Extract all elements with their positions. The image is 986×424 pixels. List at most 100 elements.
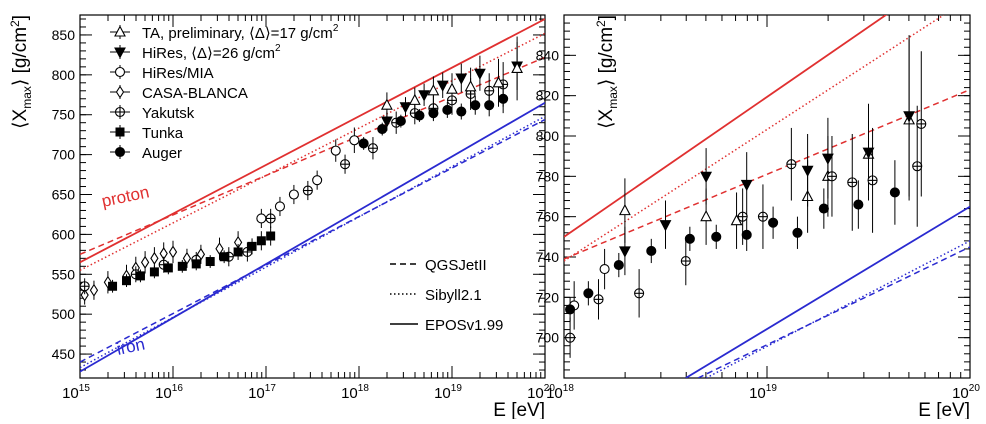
auger-point bbox=[613, 260, 624, 271]
tunka-point bbox=[191, 259, 201, 269]
series-ta bbox=[380, 36, 524, 118]
iron-dotted-line bbox=[705, 240, 970, 378]
hiresmia-point bbox=[312, 175, 323, 186]
y-tick-label: 650 bbox=[52, 187, 76, 203]
x-tick-label: 1020 bbox=[952, 383, 980, 402]
ta-point bbox=[618, 203, 631, 216]
ta-point bbox=[700, 209, 713, 222]
model-legend-label-dashed: QGSJetII bbox=[425, 257, 487, 274]
casa-point bbox=[168, 245, 178, 259]
y-tick-label: 750 bbox=[52, 107, 76, 123]
proton-dotted-line bbox=[564, 15, 945, 262]
x-tick-label: 1019 bbox=[749, 383, 777, 402]
hires-point bbox=[801, 165, 814, 177]
auger-point bbox=[428, 108, 439, 119]
auger-point bbox=[646, 245, 657, 256]
series-yakutsk bbox=[565, 51, 927, 358]
hires-point bbox=[418, 90, 431, 102]
data-points bbox=[565, 35, 927, 358]
ta-point bbox=[511, 61, 524, 74]
hires-point bbox=[700, 171, 713, 184]
auger-point bbox=[358, 138, 369, 149]
y-tick-label: 700 bbox=[52, 147, 76, 163]
casa-point bbox=[150, 251, 159, 265]
y-tick-label: 800 bbox=[52, 67, 76, 83]
model-legend: QGSJetII Sibyll2.1 EPOSv1.99 bbox=[390, 257, 503, 334]
auger-point bbox=[395, 116, 406, 127]
hiresmia-point bbox=[599, 264, 610, 275]
yakutsk-point bbox=[737, 211, 748, 222]
model-legend-label-solid: EPOSv1.99 bbox=[425, 317, 503, 334]
auger-point bbox=[377, 124, 388, 135]
yakutsk-point bbox=[867, 175, 878, 186]
x-tick-label: 1015 bbox=[62, 383, 90, 402]
model-lines bbox=[80, 18, 545, 373]
data-points bbox=[80, 36, 524, 305]
legend-marker-tunka bbox=[115, 127, 125, 137]
ta-point bbox=[408, 93, 421, 105]
hires-point bbox=[740, 179, 753, 192]
y-tick-label: 550 bbox=[52, 266, 76, 282]
auger-point bbox=[583, 288, 594, 299]
proton-solid-line bbox=[564, 15, 888, 238]
auger-point bbox=[470, 100, 481, 111]
series-auger bbox=[358, 84, 509, 150]
casa-point bbox=[140, 255, 150, 269]
tunka-point bbox=[233, 247, 243, 257]
auger-point bbox=[853, 199, 864, 210]
yakutsk-point bbox=[484, 85, 495, 96]
series-auger bbox=[565, 160, 900, 322]
proton-dotted-line bbox=[80, 32, 545, 271]
y-tick-label: 780 bbox=[536, 168, 560, 184]
y-tick-label: 450 bbox=[52, 346, 76, 362]
hires-point bbox=[618, 246, 631, 258]
auger-point bbox=[818, 203, 829, 214]
hires-point bbox=[436, 80, 449, 92]
hires-point bbox=[399, 102, 412, 114]
ta-point bbox=[427, 84, 440, 96]
series-hires bbox=[618, 35, 916, 276]
auger-point bbox=[565, 304, 576, 315]
x-tick-label: 1016 bbox=[155, 383, 183, 402]
yakutsk-point bbox=[826, 171, 838, 182]
y-axis: 450 500 550 600 650 700 750 800 850 ⟨Xmax⟩ [g/cm2… bbox=[8, 15, 545, 379]
yakutsk-point bbox=[367, 143, 379, 154]
x-axis-label: E [eV] bbox=[493, 400, 545, 419]
model-lines bbox=[564, 15, 970, 378]
casa-point bbox=[89, 283, 99, 297]
legend-label-ta: TA, preliminary, ⟨Δ⟩=17 g/cm2 bbox=[142, 23, 339, 42]
x-tick-label: 1018 bbox=[341, 383, 369, 402]
y-axis-label: ⟨Xmax⟩ [g/cm2] bbox=[8, 15, 34, 129]
ta-point bbox=[446, 82, 458, 94]
auger-point bbox=[684, 233, 695, 244]
yakutsk-point bbox=[680, 255, 691, 267]
yakutsk-point bbox=[912, 161, 923, 172]
hires-point bbox=[473, 68, 486, 80]
proton-annotation: proton bbox=[100, 182, 151, 211]
auger-point bbox=[484, 100, 495, 111]
auger-point bbox=[768, 217, 779, 228]
iron-dashed-line bbox=[697, 246, 970, 378]
yakutsk-point bbox=[593, 294, 604, 305]
iron-solid-line bbox=[685, 205, 970, 378]
casa-point bbox=[80, 288, 89, 302]
ta-point bbox=[492, 76, 505, 88]
legend-marker-yakutsk bbox=[114, 106, 126, 118]
auger-point bbox=[414, 110, 425, 121]
legend-label-hiresmia: HiRes/MIA bbox=[142, 65, 214, 82]
yakutsk-point bbox=[757, 211, 768, 222]
casa-point bbox=[182, 251, 192, 265]
x-tick-label: 1017 bbox=[248, 383, 276, 402]
y-tick-label: 500 bbox=[52, 306, 76, 322]
hiresmia-point bbox=[330, 145, 341, 156]
hiresmia-point bbox=[288, 189, 299, 200]
tunka-point bbox=[256, 236, 266, 246]
legend-marker-casa bbox=[115, 85, 125, 99]
series-hiresmia bbox=[256, 127, 360, 229]
y-axis-label: ⟨Xmax⟩ [g/cm2] bbox=[594, 15, 620, 129]
yakutsk-point bbox=[786, 159, 797, 170]
auger-point bbox=[711, 231, 722, 242]
